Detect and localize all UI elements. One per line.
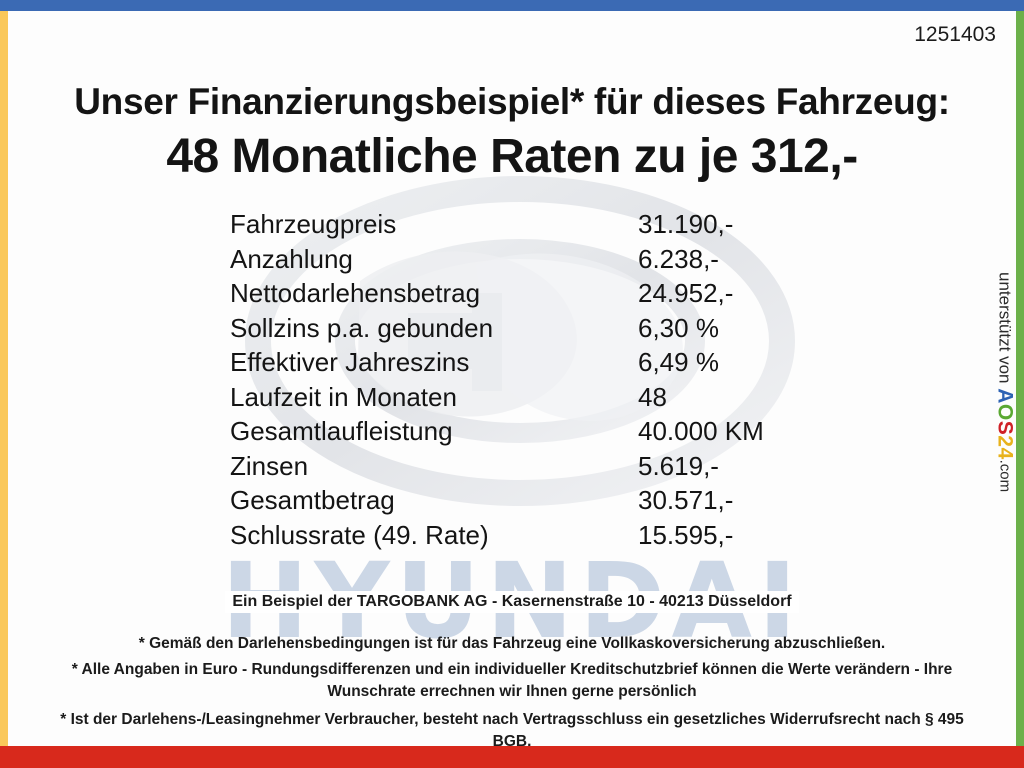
row-label: Sollzins p.a. gebunden bbox=[230, 312, 494, 343]
row-value: 15.595,- bbox=[638, 519, 734, 550]
sponsor-prefix: unterstützt von bbox=[995, 272, 1015, 389]
row-value: 5.619,- bbox=[638, 450, 719, 481]
table-row: Sollzins p.a. gebunden 6,30 % bbox=[230, 313, 808, 348]
table-row: Fahrzeugpreis 31.190,- bbox=[230, 209, 808, 244]
table-row: Zinsen 5.619,- bbox=[230, 451, 808, 486]
table-row: Nettodarlehensbetrag 24.952,- bbox=[230, 278, 808, 313]
table-row: Anzahlung 6.238,- bbox=[230, 244, 808, 279]
row-label: Schlussrate (49. Rate) bbox=[230, 519, 489, 550]
aos24-digit-2: 2 bbox=[993, 435, 1017, 448]
table-row: Schlussrate (49. Rate) 15.595,- bbox=[230, 520, 808, 555]
banner-content: 1251403 Unser Finanzierungsbeispiel* für… bbox=[8, 11, 1016, 746]
aos24-letter-o: O bbox=[993, 403, 1017, 421]
table-row: Effektiver Jahreszins 6,49 % bbox=[230, 347, 808, 382]
banner-canvas: HYUNDAI 1251403 Unser Finanzierungsbeisp… bbox=[8, 11, 1016, 746]
row-value: 48 bbox=[638, 381, 667, 412]
legal-note-1: * Gemäß den Darlehensbedingungen ist für… bbox=[138, 635, 886, 652]
page-title-line1: Unser Finanzierungsbeispiel* für dieses … bbox=[74, 81, 950, 122]
row-label: Fahrzeugpreis bbox=[230, 209, 397, 239]
row-label: Gesamtlaufleistung bbox=[230, 416, 453, 446]
row-label: Anzahlung bbox=[230, 243, 353, 274]
aos24-letter-a: A bbox=[993, 388, 1017, 404]
row-value: 6,49 % bbox=[638, 347, 719, 377]
page-title-line2: 48 Monatliche Raten zu je 312,- bbox=[166, 130, 858, 183]
row-value: 6.238,- bbox=[638, 243, 719, 274]
row-label: Laufzeit in Monaten bbox=[230, 381, 457, 412]
row-value: 31.190,- bbox=[638, 209, 734, 239]
frame-edge-top bbox=[0, 0, 1024, 11]
row-label: Nettodarlehensbetrag bbox=[230, 278, 481, 308]
row-label: Effektiver Jahreszins bbox=[230, 347, 470, 377]
row-value: 24.952,- bbox=[638, 278, 734, 308]
frame-edge-left bbox=[0, 11, 8, 746]
row-value: 30.571,- bbox=[638, 485, 734, 515]
legal-note-2: * Alle Angaben in Euro - Rundungsdiffere… bbox=[71, 661, 953, 700]
bank-reference-text: Ein Beispiel der TARGOBANK AG - Kasernen… bbox=[225, 591, 799, 613]
aos24-logo: AOS24 bbox=[994, 388, 1017, 459]
frame-edge-bottom bbox=[0, 746, 1024, 768]
table-row: Gesamtlaufleistung 40.000 KM bbox=[230, 416, 808, 451]
frame-edge-right bbox=[1016, 11, 1024, 746]
reference-number: 1251403 bbox=[914, 23, 996, 46]
row-label: Zinsen bbox=[230, 450, 309, 481]
aos24-digit-4: 4 bbox=[993, 447, 1017, 460]
aos24-letter-s: S bbox=[993, 420, 1017, 436]
sponsor-domain: .com bbox=[996, 459, 1014, 493]
table-row: Gesamtbetrag 30.571,- bbox=[230, 485, 808, 520]
table-row: Laufzeit in Monaten 48 bbox=[230, 382, 808, 417]
legal-note-3: * Ist der Darlehens-/Leasingnehmer Verbr… bbox=[60, 711, 964, 746]
finance-details-table: Fahrzeugpreis 31.190,- Anzahlung 6.238,-… bbox=[230, 209, 808, 554]
row-label: Gesamtbetrag bbox=[230, 485, 395, 515]
row-value: 40.000 KM bbox=[638, 416, 764, 446]
row-value: 6,30 % bbox=[638, 312, 719, 343]
bank-reference-line: Ein Beispiel der TARGOBANK AG - Kasernen… bbox=[8, 591, 1016, 613]
sponsor-credit: unterstützt von AOS24.com bbox=[988, 272, 1022, 572]
